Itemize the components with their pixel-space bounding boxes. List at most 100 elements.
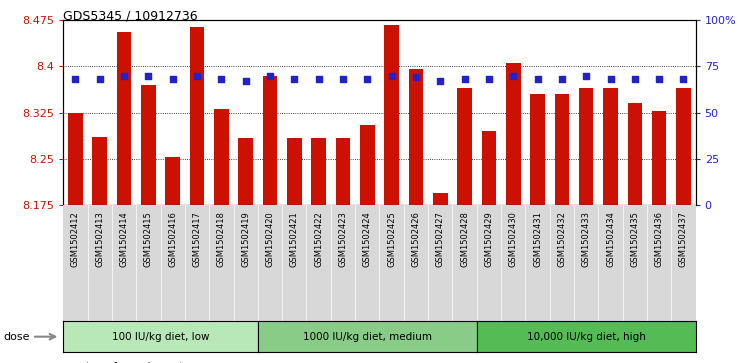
Text: GSM1502416: GSM1502416 [168,211,177,267]
Bar [404,205,428,321]
Bar [165,157,180,205]
Point [240,78,251,84]
Text: GSM1502415: GSM1502415 [144,211,153,267]
Bar [481,131,496,205]
Bar [452,205,477,321]
Bar [287,138,301,205]
Bar [190,27,205,205]
Point [191,73,203,78]
Bar [603,88,618,205]
Point [167,76,179,82]
Bar [238,138,253,205]
Text: GSM1502413: GSM1502413 [95,211,104,267]
Bar [408,69,423,205]
Bar [458,88,472,205]
Bar [647,205,671,321]
Bar [627,103,642,205]
Bar [652,111,667,205]
Bar [477,205,501,321]
Bar [136,205,161,321]
Point [312,76,324,82]
Bar [433,193,448,205]
Text: GSM1502432: GSM1502432 [557,211,566,267]
Text: GSM1502430: GSM1502430 [509,211,518,267]
Bar [117,32,132,205]
Bar [214,109,228,205]
Bar [307,205,331,321]
Point [507,73,519,78]
Point [629,76,641,82]
Bar [258,205,282,321]
Point [531,76,543,82]
Text: GDS5345 / 10912736: GDS5345 / 10912736 [63,9,198,22]
Point [362,76,373,82]
Bar [530,94,545,205]
Bar [598,205,623,321]
Bar [209,205,234,321]
Text: GSM1502419: GSM1502419 [241,211,250,267]
Text: GSM1502422: GSM1502422 [314,211,323,267]
Bar [623,205,647,321]
Text: GSM1502412: GSM1502412 [71,211,80,267]
Text: GSM1502431: GSM1502431 [533,211,542,267]
Text: 100 IU/kg diet, low: 100 IU/kg diet, low [112,332,209,342]
Text: 10,000 IU/kg diet, high: 10,000 IU/kg diet, high [527,332,646,342]
Text: GSM1502436: GSM1502436 [655,211,664,267]
Text: GSM1502421: GSM1502421 [290,211,299,267]
Point [434,78,446,84]
Text: transformed count: transformed count [86,362,184,363]
Bar [385,25,399,205]
Text: GSM1502427: GSM1502427 [436,211,445,267]
Bar [554,94,569,205]
Bar [355,205,379,321]
Bar [68,113,83,205]
Point [410,74,422,80]
Point [653,76,665,82]
Point [556,76,568,82]
Text: GSM1502437: GSM1502437 [679,211,688,267]
Bar [263,76,278,205]
Bar [311,138,326,205]
Text: GSM1502420: GSM1502420 [266,211,275,267]
Bar [234,205,258,321]
Text: GSM1502414: GSM1502414 [120,211,129,267]
Text: GSM1502435: GSM1502435 [630,211,639,267]
Bar [282,205,307,321]
Bar [579,88,594,205]
Text: GSM1502428: GSM1502428 [460,211,469,267]
Bar [550,205,574,321]
Bar [379,205,404,321]
Text: GSM1502434: GSM1502434 [606,211,615,267]
Bar [428,205,452,321]
Text: GSM1502423: GSM1502423 [339,211,347,267]
Bar [360,125,374,205]
Text: dose: dose [4,332,31,342]
Text: GSM1502424: GSM1502424 [363,211,372,267]
Point [142,73,154,78]
Bar [63,205,88,321]
Point [264,73,276,78]
Point [580,73,592,78]
Point [458,76,470,82]
Bar [161,205,185,321]
Point [94,76,106,82]
Text: GSM1502417: GSM1502417 [193,211,202,267]
Text: GSM1502418: GSM1502418 [217,211,226,267]
Bar [336,138,350,205]
Point [605,76,617,82]
Point [118,73,130,78]
Bar [92,137,107,205]
Bar [525,205,550,321]
Bar [506,63,521,205]
Point [678,76,690,82]
Text: 1000 IU/kg diet, medium: 1000 IU/kg diet, medium [303,332,432,342]
Point [289,76,301,82]
Text: GSM1502429: GSM1502429 [484,211,493,267]
Bar [141,85,155,205]
Bar [88,205,112,321]
Text: GSM1502425: GSM1502425 [387,211,396,267]
Text: GSM1502426: GSM1502426 [411,211,420,267]
Bar [331,205,355,321]
Bar [112,205,136,321]
Bar [501,205,525,321]
